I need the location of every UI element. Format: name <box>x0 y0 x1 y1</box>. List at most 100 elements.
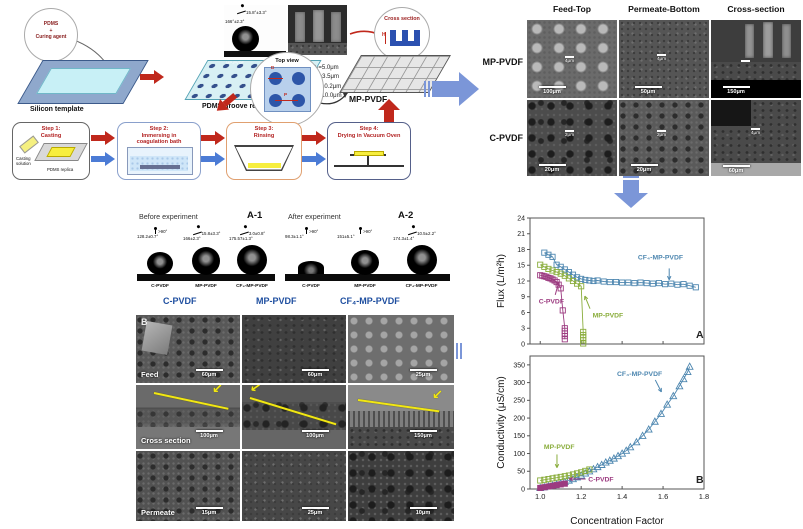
panel-letter: A <box>696 329 704 341</box>
top-view-pattern: D P <box>264 65 311 112</box>
marker <box>655 280 663 287</box>
scalebar-label: 25μm <box>415 372 431 378</box>
marker <box>643 280 650 287</box>
sem-b-feed-1: B Feed 60μm <box>136 315 240 383</box>
marker <box>557 473 564 480</box>
photo-stage: MP-PVDF <box>224 51 286 65</box>
scalebar-label: 150μm <box>414 433 432 439</box>
marker <box>612 278 620 286</box>
marker <box>565 472 572 479</box>
marker <box>547 275 554 282</box>
y-tick-label: 15 <box>517 263 525 270</box>
arrow-template-to-replica <box>140 70 164 84</box>
annotation-arrow <box>654 379 662 393</box>
y-tick-label: 0 <box>521 486 525 493</box>
p-dimension-label: P <box>284 92 288 97</box>
arrow-step1-step2-bottom <box>91 152 115 166</box>
marker <box>680 281 687 288</box>
marker <box>668 280 675 287</box>
dim-p: P =10.2μm <box>312 83 342 90</box>
marker <box>638 431 647 439</box>
y-tick-label: 150 <box>513 433 525 440</box>
a2-tag: A-2 <box>398 210 414 221</box>
scalebar-label: 20μm <box>636 167 652 173</box>
droplet-c-pvdf-after <box>298 261 324 274</box>
arrow-step3-step4-top <box>302 131 326 145</box>
yellow-arrow-icon: ↙ <box>432 387 443 402</box>
marker <box>561 333 568 340</box>
sem-mp-permeate-bottom: 4μm 50μm <box>619 20 709 98</box>
scalebar-label: 50μm <box>640 89 656 95</box>
panel-b-tag: B <box>141 317 148 327</box>
row-label-feed: Feed <box>141 370 159 379</box>
y-axis-label: Conductivity (μS/cm) <box>496 376 507 468</box>
contact-angle-value: 174.3±1.4° <box>393 236 415 241</box>
sem-b-permeate-2: 25μm <box>242 451 346 521</box>
pdms-line2: + <box>49 27 53 34</box>
sem-b-cross-2: ↙ 100μm <box>242 385 346 449</box>
sem-c-permeate-bottom: 2μm 20μm <box>619 100 709 176</box>
series-line <box>540 469 590 481</box>
flow-arrow-to-charts <box>614 172 648 208</box>
y-tick-label: 18 <box>517 247 525 254</box>
y-tick-label: 9 <box>521 294 525 301</box>
inset-scale: 2μm <box>565 131 575 137</box>
marker <box>580 340 587 347</box>
sem-top-row-label-mp: MP-PVDF <box>482 57 524 67</box>
cross-section-inset-label: Cross section <box>384 16 420 22</box>
coagulation-bath-icon <box>127 147 193 175</box>
marker <box>574 470 581 477</box>
marker <box>537 261 544 268</box>
sliding-angle-value: 15.8±3.3° <box>201 231 221 236</box>
inset-scale: 4μm <box>657 55 667 61</box>
y-tick-label: 12 <box>517 278 525 285</box>
scalebar-label: 15μm <box>201 510 217 516</box>
marker <box>625 279 632 286</box>
marker <box>580 328 587 335</box>
pin-icon <box>153 227 158 234</box>
top-view-inset-label: Top view <box>275 58 299 64</box>
marker <box>594 277 601 284</box>
sem-b-permeate-3: 10μm <box>348 451 454 521</box>
arrow-steps-to-product <box>378 99 400 131</box>
sem-top-header-permeate: Permeate-Bottom <box>628 4 700 14</box>
marker <box>649 280 656 287</box>
y-tick-label: 21 <box>517 231 525 238</box>
inset-scale: 4μm <box>565 57 575 63</box>
step3-title-l1: Step 3: <box>254 126 274 132</box>
marker <box>650 417 659 425</box>
y-tick-label: 250 <box>513 398 525 405</box>
sem-top-header-feed: Feed-Top <box>552 4 592 14</box>
marker <box>545 265 552 272</box>
pattern-dimensions: D₁=5.0μm D₂=3.5μm P =10.2μm H =10.0μm <box>312 64 342 101</box>
scalebar-label: 100μm <box>306 433 324 439</box>
step2-box: Step 2: Immersing in coagulation bath <box>117 122 201 180</box>
sem-b-feed-3: 25μm <box>348 315 454 383</box>
y-tick-label: 350 <box>513 362 525 369</box>
series-annotation: C-PVDF <box>588 477 613 484</box>
y-tick-label: 100 <box>513 451 525 458</box>
sliding-angle-value: >90° <box>309 229 319 234</box>
step1-title-l1: Step 1: <box>41 126 61 132</box>
annotation-arrowhead <box>657 389 662 393</box>
marker <box>613 451 623 460</box>
sliding-angle-value: 3.0±0.8° <box>248 231 266 236</box>
pillar-sem-photo <box>288 5 347 55</box>
step2-title-l3: coagulation bath <box>136 139 182 146</box>
marker <box>557 270 564 277</box>
marker <box>626 442 635 451</box>
casting-solution-caption-l2: solution <box>16 161 31 167</box>
marker <box>582 276 589 283</box>
marker <box>644 424 653 433</box>
step3-title-l2: Rinsing <box>253 132 275 139</box>
droplet-sample-name: C-PVDF <box>151 284 169 289</box>
photo-sample-label: MP-PVDF <box>226 60 244 65</box>
droplet-sample-name: MP-PVDF <box>195 284 217 289</box>
y-tick-label: 200 <box>513 415 525 422</box>
y-tick-label: 24 <box>517 215 525 222</box>
y-tick-label: 0 <box>521 341 525 348</box>
y-tick-label: 6 <box>521 310 525 317</box>
mp-pvdf-product-label: MP-PVDF <box>349 94 388 104</box>
tilted-droplet-icon <box>235 4 246 15</box>
